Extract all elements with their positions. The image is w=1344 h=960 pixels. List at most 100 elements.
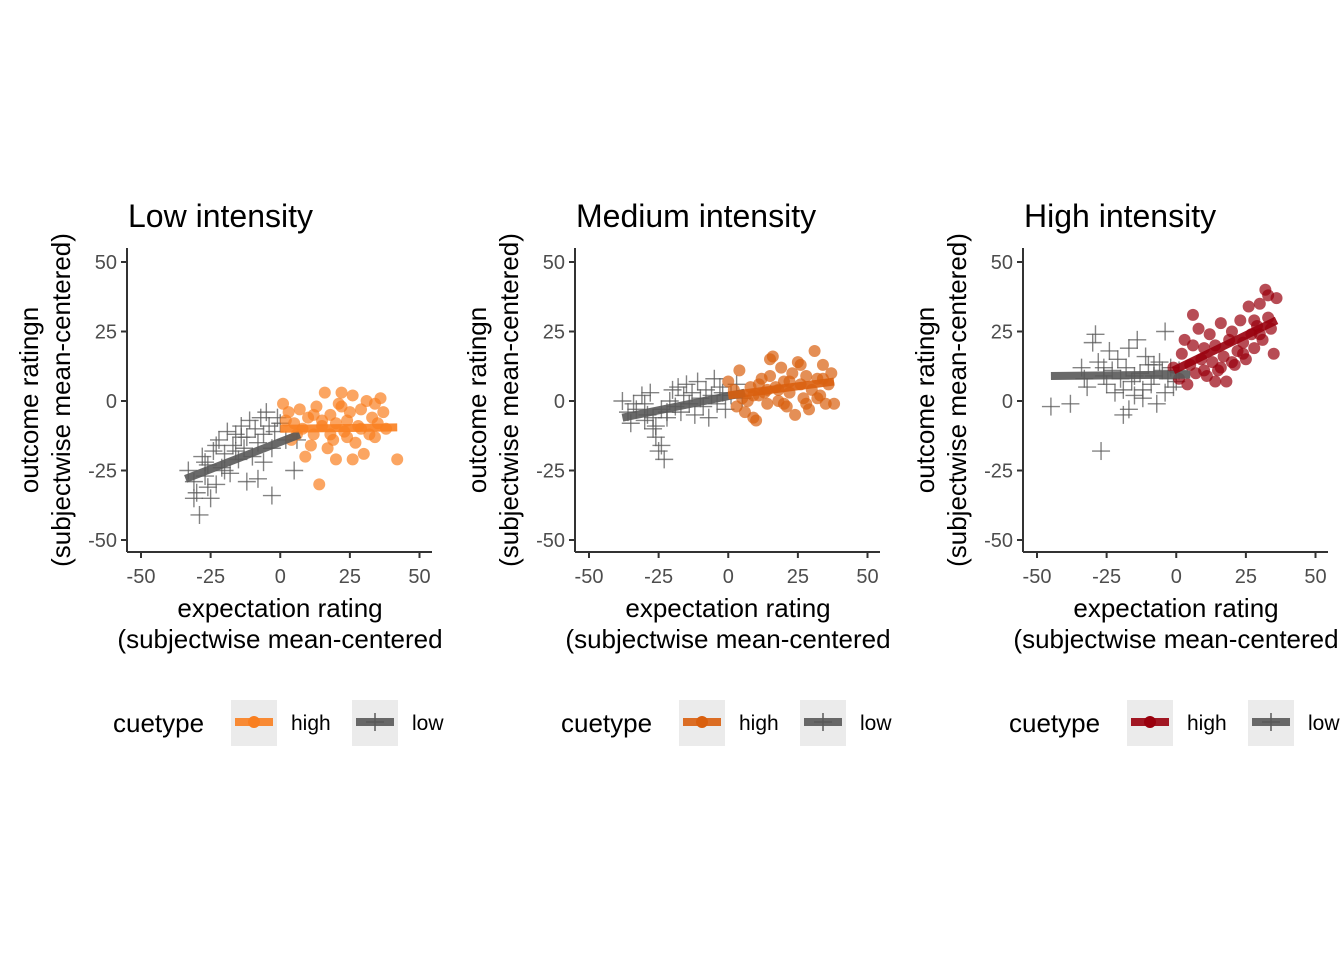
point-high [377,406,390,419]
y-axis-label-line2: (subjectwise mean-centered) [494,233,524,567]
point-low [1150,353,1169,372]
point-high [789,408,802,421]
legend-key-low: low [352,700,444,746]
point-low [1078,378,1097,397]
x-tick-label: 25 [1235,566,1257,588]
x-axis-label: expectation rating (subjectwise mean-cent… [565,593,890,654]
point-low [257,403,276,422]
point-low [262,486,281,505]
point-low [1092,442,1111,461]
legend-key-marker [1144,716,1156,728]
chart-title: Low intensity [128,198,313,234]
point-low [207,436,226,455]
legend-title: cuetype [1009,708,1100,738]
y-tick-label: 50 [95,252,117,274]
point-high [1214,317,1227,330]
point-low [1041,397,1060,416]
x-tick-label: -50 [1023,566,1052,588]
x-tick-label: 25 [787,566,809,588]
legend-key-low: low [1248,700,1340,746]
point-low [207,475,226,494]
y-tick-label: 0 [1002,391,1013,413]
y-tick-label: -50 [536,530,565,552]
point-low [1089,353,1108,372]
point-low [187,483,206,502]
y-tick-label: 25 [95,322,117,344]
point-high [733,364,746,377]
y-tick-label: -25 [88,461,117,483]
point-high [1225,325,1238,338]
y-tick-label: 50 [543,252,565,274]
chart-title: Medium intensity [576,198,816,234]
point-high [335,400,348,413]
point-high [1262,289,1275,302]
point-high [368,431,381,444]
point-low [237,472,256,491]
x-axis-label-line2: (subjectwise mean-centered [117,624,442,654]
x-tick-label: 25 [339,566,361,588]
y-axis-label: outcome ratingn(subjectwise mean-centere… [14,233,76,567]
point-high [335,386,348,399]
fit-line-low [1050,370,1191,380]
point-low [641,383,660,402]
point-high [816,358,829,371]
point-high [800,369,813,382]
legend-key-high: high [679,700,779,746]
point-high [341,431,354,444]
fit-line-low [184,430,302,483]
point-high [1234,314,1247,327]
y-tick-label: 0 [106,391,117,413]
x-axis-label-line1: expectation rating [1073,593,1278,623]
point-high [811,392,824,405]
x-tick-label: -50 [127,566,156,588]
point-low [246,419,265,438]
legend-title: cuetype [561,708,652,738]
point-low [240,411,259,430]
point-low [1100,341,1119,360]
point-low [1114,405,1133,424]
legend-label: high [291,712,331,735]
point-low [699,408,718,427]
point-high [313,478,326,491]
point-low [1061,394,1080,413]
x-tick-label: -50 [575,566,604,588]
legend-key-low: low [800,700,892,746]
legend: cuetype high low [113,700,444,746]
point-low [705,369,724,388]
point-high [794,358,807,371]
point-high [1209,375,1222,388]
point-high [828,397,841,410]
y-tick-label: 0 [554,391,565,413]
y-axis-label-line2: (subjectwise mean-centered) [46,233,76,567]
point-high [1220,375,1233,388]
point-high [1214,361,1227,374]
point-low [1128,330,1147,349]
x-axis-label-line1: expectation rating [177,593,382,623]
point-low [1144,355,1163,374]
point-low [285,461,304,480]
point-low [669,378,688,397]
point-low [184,489,203,508]
point-low [646,417,665,436]
point-high [307,408,320,421]
point-low [663,380,682,399]
y-axis-label-line1: outcome ratingn [14,307,44,493]
y-axis-label: outcome ratingn(subjectwise mean-centere… [462,233,524,567]
x-axis-label: expectation rating (subjectwise mean-cent… [1013,593,1338,654]
point-high [329,453,342,466]
point-low [677,375,696,394]
point-low [1119,400,1138,419]
legend-key-high: high [1127,700,1227,746]
point-high [391,453,404,466]
x-axis-label-line2: (subjectwise mean-centered [1013,624,1338,654]
y-axis-label-line2: (subjectwise mean-centered) [942,233,972,567]
y-tick-label: -50 [984,530,1013,552]
point-high [1267,347,1280,360]
point-low [685,405,704,424]
point-low [1147,394,1166,413]
legend-label: low [860,712,892,735]
point-low [193,447,212,466]
point-high [1237,347,1250,360]
point-low [254,453,273,472]
